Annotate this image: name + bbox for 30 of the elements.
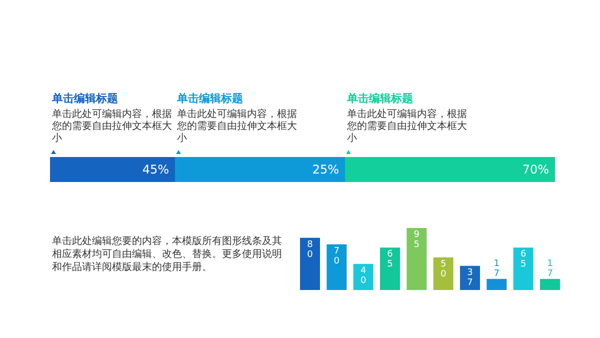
bar	[433, 257, 454, 290]
data-label: 1 7	[547, 258, 553, 279]
bar	[300, 238, 320, 290]
data-label: 3 7	[467, 268, 473, 288]
data-label: 6 5	[387, 250, 394, 270]
data-label: 70%	[522, 162, 549, 176]
data-label: 9 5	[414, 230, 420, 250]
category-label: 单击编辑标题	[176, 92, 243, 105]
bar	[540, 278, 560, 290]
text: 单击此处可编辑内容，根据您的需要自由拉伸文本框大小	[176, 108, 297, 144]
bar	[486, 278, 507, 290]
text: 单击此处可编辑内容，根据您的需要自由拉伸文本框大小	[51, 108, 172, 144]
text: 单击此处可编辑内容，根据您的需要自由拉伸文本框大小	[346, 108, 467, 144]
category-label: 单击编辑标题	[51, 92, 118, 105]
data-label: 7 0	[334, 246, 340, 266]
data-label: 45%	[142, 162, 169, 176]
bar	[380, 248, 400, 290]
data-label: 1 7	[494, 258, 500, 279]
bar	[353, 264, 374, 290]
bar	[513, 248, 534, 290]
bar	[406, 228, 427, 290]
bar	[460, 266, 480, 290]
data-label: 25%	[312, 162, 339, 176]
category-label: 单击编辑标题	[346, 92, 413, 105]
bar	[326, 244, 347, 290]
text: 单击此处编辑您要的内容，本模版所有图形线条及其相应素材均可自由编辑、改色、替换。更多使用说明和作品请详阅模版最末的使用手册。	[52, 235, 282, 273]
data-label: 4 0	[360, 266, 366, 286]
data-label: 8 0	[307, 240, 314, 260]
data-label: 5 0	[440, 259, 446, 280]
data-label: 6 5	[520, 250, 526, 270]
